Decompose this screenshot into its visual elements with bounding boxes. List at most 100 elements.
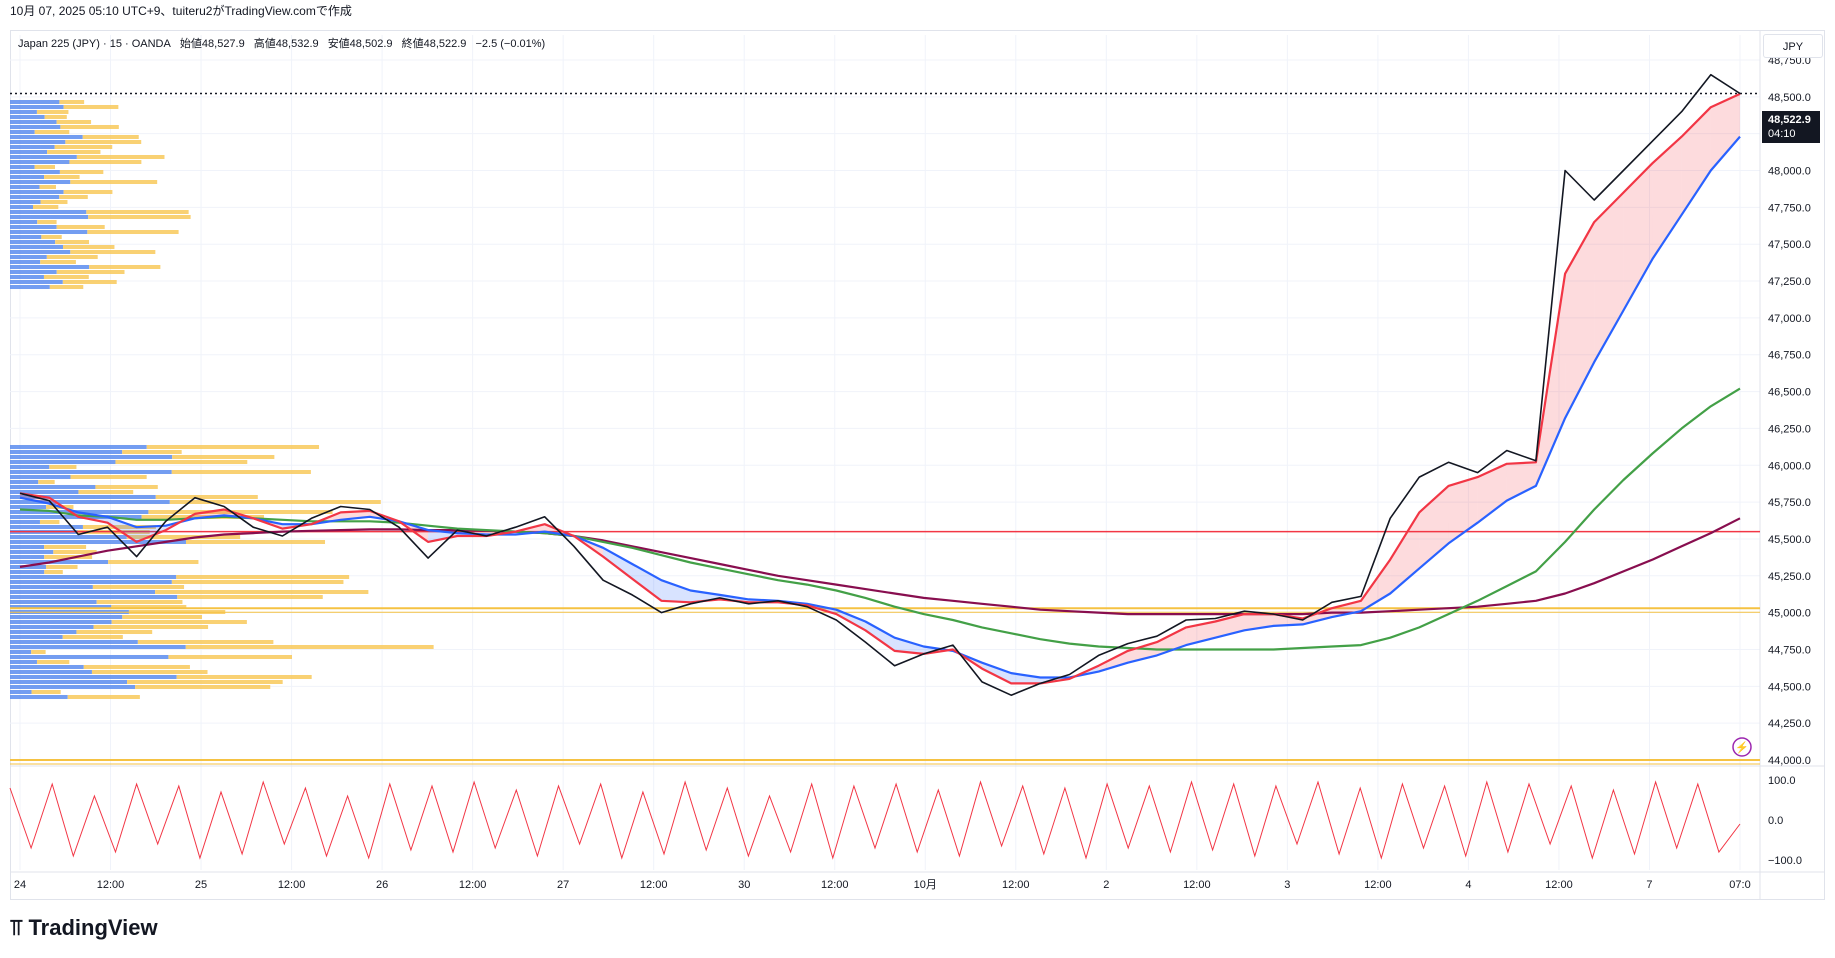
volume-profile-bar-buy bbox=[10, 460, 116, 464]
volume-profile-bar-buy bbox=[10, 265, 90, 269]
volume-profile-bar-buy bbox=[10, 220, 38, 224]
volume-profile-bar-buy bbox=[10, 210, 87, 214]
volume-profile-bar-sell bbox=[122, 450, 182, 454]
y-tick-label: 44,000.0 bbox=[1768, 755, 1811, 767]
volume-profile-bar-sell bbox=[176, 675, 312, 679]
volume-profile-bar-buy bbox=[10, 570, 45, 574]
volume-profile-bar-buy bbox=[10, 280, 63, 284]
volume-profile-bar-buy bbox=[10, 155, 77, 159]
volume-profile-bar-sell bbox=[172, 455, 275, 459]
volume-profile-bar-buy bbox=[10, 150, 48, 154]
volume-profile-bar-sell bbox=[49, 465, 77, 469]
volume-profile-bar-buy bbox=[10, 285, 50, 289]
volume-profile-bar-sell bbox=[115, 460, 248, 464]
volume-profile-bar-sell bbox=[185, 645, 434, 649]
ema-cloud-segment bbox=[865, 621, 895, 651]
volume-profile-bar-buy bbox=[10, 110, 37, 114]
volume-profile-bar-sell bbox=[95, 485, 158, 489]
volume-profile-bar-sell bbox=[70, 250, 156, 254]
volume-profile-bar-sell bbox=[56, 120, 92, 124]
tradingview-logo[interactable]: ⫪ TradingView bbox=[10, 912, 158, 944]
volume-profile-bar-sell bbox=[34, 130, 70, 134]
volume-profile-bar-sell bbox=[70, 180, 158, 184]
volume-profile-bar-sell bbox=[40, 260, 76, 264]
volume-profile-bar-sell bbox=[82, 135, 139, 139]
legend-symbol[interactable]: Japan 225 (JPY) · 15 · OANDA bbox=[18, 38, 171, 50]
volume-profile-bar-sell bbox=[87, 230, 179, 234]
y-tick-label: 47,250.0 bbox=[1768, 276, 1811, 288]
volume-profile-bar-sell bbox=[56, 225, 105, 229]
legend-low: 安値48,502.9 bbox=[327, 38, 393, 50]
volume-profile-bar-buy bbox=[10, 605, 112, 609]
volume-profile-bar-buy bbox=[10, 640, 138, 644]
x-tick-label: 7 bbox=[1646, 879, 1652, 891]
volume-profile-bar-buy bbox=[10, 500, 170, 504]
ema-cloud-segment bbox=[107, 516, 137, 542]
volume-profile-bar-buy bbox=[10, 615, 123, 619]
tradingview-logo-icon: ⫪ bbox=[10, 915, 23, 940]
volume-profile-bar-buy bbox=[10, 490, 79, 494]
ema-cloud-segment bbox=[982, 662, 1012, 684]
volume-profile-bar-buy bbox=[10, 535, 127, 539]
x-tick-label: 12:00 bbox=[1545, 879, 1573, 891]
volume-profile-bar-sell bbox=[63, 245, 115, 249]
volume-profile-bar-sell bbox=[54, 145, 113, 149]
volume-profile-bar-buy bbox=[10, 565, 47, 569]
ema-cloud-segment bbox=[1681, 107, 1711, 215]
tradingview-logo-text: TradingView bbox=[28, 915, 158, 940]
volume-profile-bar-buy bbox=[10, 255, 47, 259]
ema-cloud-segment bbox=[1273, 614, 1303, 626]
volume-profile-bar-buy bbox=[10, 455, 173, 459]
volume-profile-bar-sell bbox=[70, 475, 147, 479]
volume-profile-bar-sell bbox=[185, 540, 326, 544]
volume-profile-bar-sell bbox=[69, 160, 142, 164]
volume-profile-bar-buy bbox=[10, 600, 97, 604]
y-tick-label: 44,250.0 bbox=[1768, 718, 1811, 730]
volume-profile-bar-buy bbox=[10, 250, 71, 254]
volume-profile-bar-sell bbox=[168, 655, 292, 659]
ema-cloud-segment bbox=[632, 564, 662, 601]
ema-cloud-segment bbox=[340, 510, 370, 520]
x-tick-label: 12:00 bbox=[821, 879, 849, 891]
volume-profile-bar-buy bbox=[10, 260, 41, 264]
y-tick-label: 48,000.0 bbox=[1768, 166, 1811, 178]
volume-profile-bar-sell bbox=[155, 495, 258, 499]
volume-profile-bar-buy bbox=[10, 130, 35, 134]
x-tick-label: 27 bbox=[557, 879, 569, 891]
volume-profile-bar-sell bbox=[31, 650, 46, 654]
volume-profile-bar-sell bbox=[126, 535, 241, 539]
volume-profile-bar-buy bbox=[10, 575, 177, 579]
volume-profile-bar-sell bbox=[33, 205, 59, 209]
volume-profile-bar-sell bbox=[41, 235, 62, 239]
y-tick-label: 48,500.0 bbox=[1768, 92, 1811, 104]
volume-profile-bar-sell bbox=[59, 170, 104, 174]
volume-profile-bar-sell bbox=[76, 630, 153, 634]
ema_fast-line bbox=[19, 92, 1741, 685]
volume-profile-bar-sell bbox=[36, 110, 69, 114]
volume-profile-bar-buy bbox=[10, 630, 77, 634]
volume-profile-bar-sell bbox=[60, 125, 119, 129]
y-tick-label: 45,000.0 bbox=[1768, 608, 1811, 620]
volume-profile-bar-buy bbox=[10, 665, 84, 669]
volume-profile-bar-sell bbox=[44, 570, 63, 574]
volume-profile-bar-sell bbox=[55, 240, 90, 244]
volume-profile-bar-buy bbox=[10, 240, 56, 244]
ema-cloud-segment bbox=[1390, 512, 1420, 594]
y-tick-label: 47,750.0 bbox=[1768, 202, 1811, 214]
x-tick-label: 12:00 bbox=[1183, 879, 1211, 891]
volume-profile-bar-sell bbox=[127, 680, 283, 684]
volume-profile-bar-buy bbox=[10, 445, 147, 449]
volume-profile-bar-sell bbox=[148, 510, 333, 514]
volume-profile-bar-sell bbox=[171, 580, 344, 584]
currency-button[interactable]: JPY bbox=[1763, 34, 1823, 58]
y-tick-label: 48,750.0 bbox=[1768, 55, 1811, 67]
volume-profile-bar-buy bbox=[10, 245, 64, 249]
volume-profile-bar-sell bbox=[34, 165, 56, 169]
ema-cloud-segment bbox=[1594, 192, 1624, 363]
volume-profile-bar-buy bbox=[10, 650, 32, 654]
volume-profile-bar-sell bbox=[63, 105, 119, 109]
volume-profile-bar-buy bbox=[10, 465, 50, 469]
x-tick-label: 26 bbox=[376, 879, 388, 891]
volume-profile-bar-sell bbox=[36, 660, 70, 664]
